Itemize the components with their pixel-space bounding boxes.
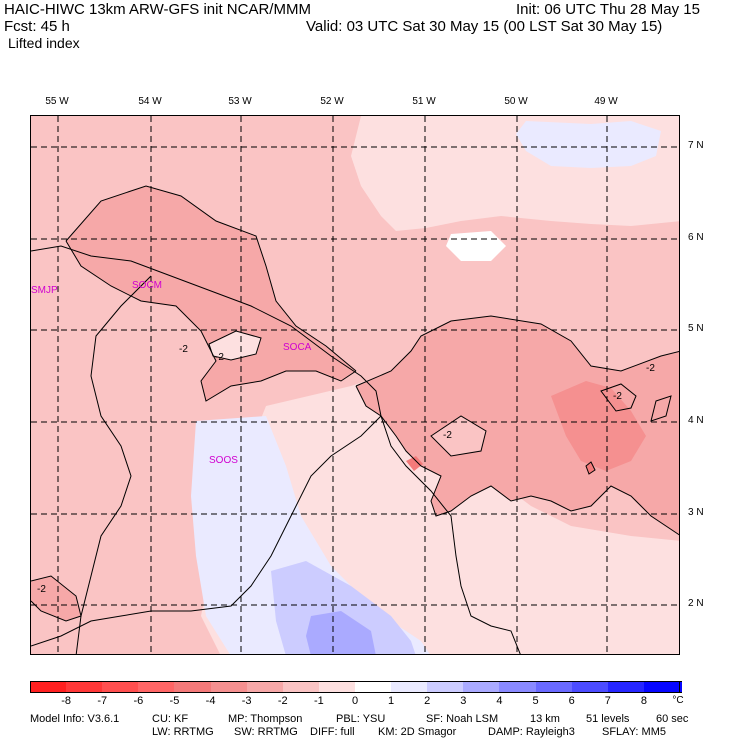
field-name: Lifted index [8,35,80,51]
shade-minus-2-east [356,316,679,535]
lon-label: 51 W [412,96,436,107]
lat-label: 3 N [688,507,704,518]
footer-sw: SW: RRTMG [234,726,298,738]
colorbar-tick-label: -6 [133,695,144,707]
shade-plus-3 [306,611,376,654]
colorbar-tick-label: -8 [61,695,71,707]
lon-label: 55 W [45,96,69,107]
station-soca: SOCA [283,342,312,353]
coastline [380,415,521,654]
lat-label: 6 N [688,232,704,243]
station-labels: SMJP SOCM SOCA SOOS [31,280,312,466]
contour-line [65,240,357,402]
lon-label: 50 W [504,96,528,107]
contour-line [600,383,637,412]
contour-line [208,330,262,361]
init-time: Init: 06 UTC Thu 28 May 15 [516,1,700,18]
footer-mp: MP: Thompson [228,713,303,725]
colorbar-tick-label: -7 [97,695,108,707]
shade-minus-2-southwest [31,576,81,621]
colorbar-tick-label: 1 [388,695,395,707]
colorbar-tick-label: -4 [205,695,216,707]
lat-label: 2 N [688,598,704,609]
footer-damp: DAMP: Rayleigh3 [488,726,575,738]
footer-lw: LW: RRTMG [152,726,214,738]
colorbar-border [30,681,680,693]
contour-line [355,385,679,536]
shade-minus-4-spot [406,456,423,471]
border [75,275,152,654]
colorbar-tick-label: -1 [313,695,324,707]
contour-line [65,185,357,372]
contour-label: -2 [613,391,622,402]
lon-label: 54 W [138,96,162,107]
station-smjp: SMJP [31,285,58,296]
forecast-hour: Fcst: 45 h [4,18,70,35]
colorbar-tick-label: -5 [169,695,180,707]
footer-timestep: 60 sec [656,713,689,725]
coastline [31,245,382,417]
footer-diff: DIFF: full [310,726,355,738]
footer-pbl: PBL: YSU [336,713,386,725]
lat-lon-grid [31,116,679,654]
contour-line [585,461,596,475]
station-socm: SOCM [132,280,162,291]
colorbar-tick-label: 5 [532,695,539,707]
model-title: HAIC-HIWC 13km ARW-GFS init NCAR/MMM [4,1,311,18]
colorbar-tick-label: 8 [640,695,647,707]
colorbar-unit: °C [672,695,684,706]
lon-label: 49 W [594,96,618,107]
footer-model-info: Model Info: V3.6.1 [30,713,120,725]
contour-label: -2 [646,363,655,374]
shade-minus-3-east [551,381,646,471]
colorbar-tick-label: 4 [496,695,503,707]
contour-label: -2 [37,584,46,595]
contour-line [650,395,672,422]
shade-minus-1-sw [31,246,76,294]
colorbar-tick-label: 0 [351,695,359,707]
valid-time: Valid: 03 UTC Sat 30 May 15 (00 LST Sat … [306,18,663,35]
hole-east [431,416,486,456]
footer-levels: 51 levels [586,713,630,725]
colorbar-tick-label: -3 [241,695,252,707]
contour-line [355,315,679,387]
lat-label: 5 N [688,323,704,334]
footer-resolution: 13 km [530,713,560,725]
colorbar-tick-label: -2 [277,695,288,707]
footer-sflay: SFLAY: MM5 [602,726,666,738]
colorbar-tick-label: 3 [460,695,467,707]
map-panel: SMJP SOCM SOCA SOOS -2 -2 -2 -2 -2 -2 [30,115,680,655]
shade-plus-2 [271,561,416,654]
colorbar-tick-label: 2 [424,695,431,707]
contour-line [430,415,487,457]
footer-sf: SF: Noah LSM [426,713,499,725]
lat-label: 7 N [688,140,704,151]
footer-cu: CU: KF [152,713,189,725]
contour-label: -2 [443,430,452,441]
contour-label: -2 [215,352,224,363]
colorbar-tick-label: 6 [568,695,575,707]
contours-minus-2 [31,185,679,622]
lon-label: 52 W [320,96,344,107]
contour-value-labels: -2 -2 -2 -2 -2 -2 [37,344,655,595]
shade-plus-1-south [191,416,430,654]
colorbar-tick-label: 7 [604,695,611,707]
lifted-index-field: SMJP SOCM SOCA SOOS -2 -2 -2 -2 -2 -2 [31,116,679,654]
footer-km: KM: 2D Smagor [378,726,457,738]
lat-label: 4 N [688,415,704,426]
shade-plus-1 [516,121,661,168]
station-soos: SOOS [209,455,238,466]
shade-minus-2-west [66,186,356,401]
contour-label: -2 [179,344,188,355]
lon-label: 53 W [228,96,252,107]
